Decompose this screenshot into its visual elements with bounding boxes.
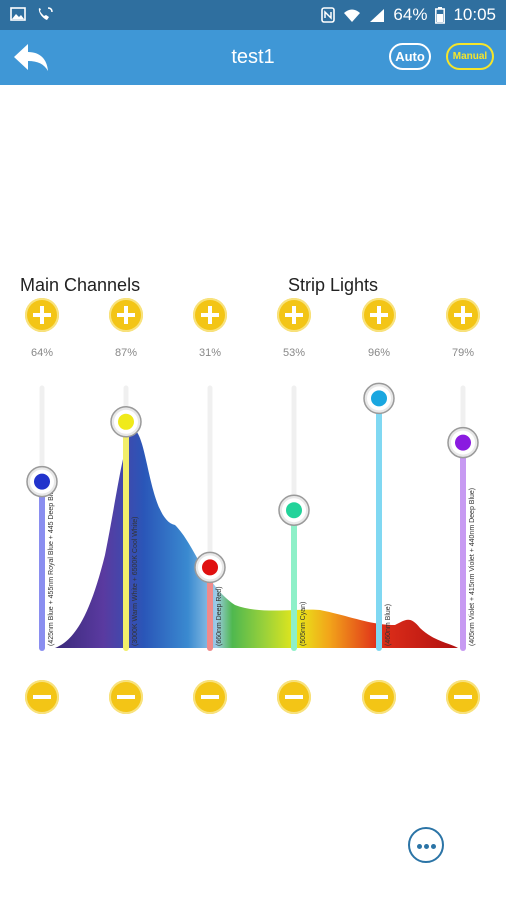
channel-percent: 79%: [451, 347, 475, 359]
increase-button[interactable]: [193, 298, 227, 332]
plus-icon: [33, 306, 51, 324]
wifi-icon: [344, 9, 361, 22]
slider-knob[interactable]: [110, 406, 142, 438]
plus-icon: [285, 306, 303, 324]
channel-percent: 87%: [114, 347, 138, 359]
minus-icon: [33, 695, 51, 699]
channel-percent: 96%: [367, 347, 391, 359]
increase-button[interactable]: [109, 298, 143, 332]
wifi-call-icon: [38, 7, 53, 20]
main-channels-label: Main Channels: [20, 275, 141, 295]
minus-icon: [285, 695, 303, 699]
slider-knob[interactable]: [447, 426, 479, 459]
manual-mode-button[interactable]: Manual: [446, 43, 494, 70]
plus-icon: [370, 306, 388, 324]
plus-icon: [454, 306, 472, 324]
increase-button[interactable]: [362, 298, 396, 332]
decrease-button[interactable]: [25, 680, 59, 714]
channel-wavelength-label: (505nm Cyan): [300, 602, 307, 646]
channel-wavelength-label: (405nm Violet + 415nm Violet + 440nm Dee…: [469, 488, 476, 646]
slider-knob[interactable]: [26, 465, 58, 498]
increase-button[interactable]: [25, 298, 59, 332]
minus-icon: [454, 695, 472, 699]
spectrum-curve: [55, 430, 458, 648]
channel-percent: 64%: [30, 347, 54, 359]
decrease-button[interactable]: [193, 680, 227, 714]
channel-percent: 53%: [282, 347, 306, 359]
channel-percent: 31%: [198, 347, 222, 359]
slider-knob[interactable]: [278, 494, 310, 526]
channel-wavelength-label: (460nm Blue): [385, 604, 392, 646]
nfc-icon: [321, 7, 336, 23]
auto-mode-button[interactable]: Auto: [389, 43, 431, 70]
more-dots-icon: [424, 844, 429, 849]
decrease-button[interactable]: [109, 680, 143, 714]
image-icon: [10, 7, 26, 21]
channel-wavelength-label: (660nm Deep Red): [216, 586, 223, 646]
battery-icon: [435, 6, 446, 24]
decrease-button[interactable]: [446, 680, 480, 714]
page-title: test1: [231, 46, 275, 68]
plus-icon: [117, 306, 135, 324]
decrease-button[interactable]: [277, 680, 311, 714]
slider-knob[interactable]: [363, 382, 395, 415]
increase-button[interactable]: [446, 298, 480, 332]
spectrum-chart: (425nm Blue + 455nm Royal Blue + 445 Dee…: [26, 382, 479, 651]
app-bar: test1 Auto Manual: [0, 30, 506, 85]
plus-icon: [201, 306, 219, 324]
signal-icon: [370, 8, 385, 22]
back-button[interactable]: [12, 40, 52, 76]
channel-wavelength-label: (425nm Blue + 455nm Royal Blue + 445 Dee…: [48, 485, 55, 647]
minus-icon: [201, 695, 219, 699]
minus-icon: [370, 695, 388, 699]
strip-lights-label: Strip Lights: [288, 275, 379, 295]
status-bar: 64% 10:05: [0, 0, 506, 30]
back-arrow-icon: [14, 44, 48, 71]
slider-knob[interactable]: [194, 551, 226, 584]
clock: 10:05: [453, 5, 496, 24]
more-dots-icon: [417, 844, 422, 849]
more-dots-icon: [431, 844, 436, 849]
channel-wavelength-label: (3000K Warm White + 6500K Cool White): [132, 517, 139, 647]
decrease-button[interactable]: [362, 680, 396, 714]
minus-icon: [117, 695, 135, 699]
increase-button[interactable]: [277, 298, 311, 332]
more-options-button[interactable]: [408, 827, 444, 863]
battery-percent: 64%: [393, 5, 428, 24]
